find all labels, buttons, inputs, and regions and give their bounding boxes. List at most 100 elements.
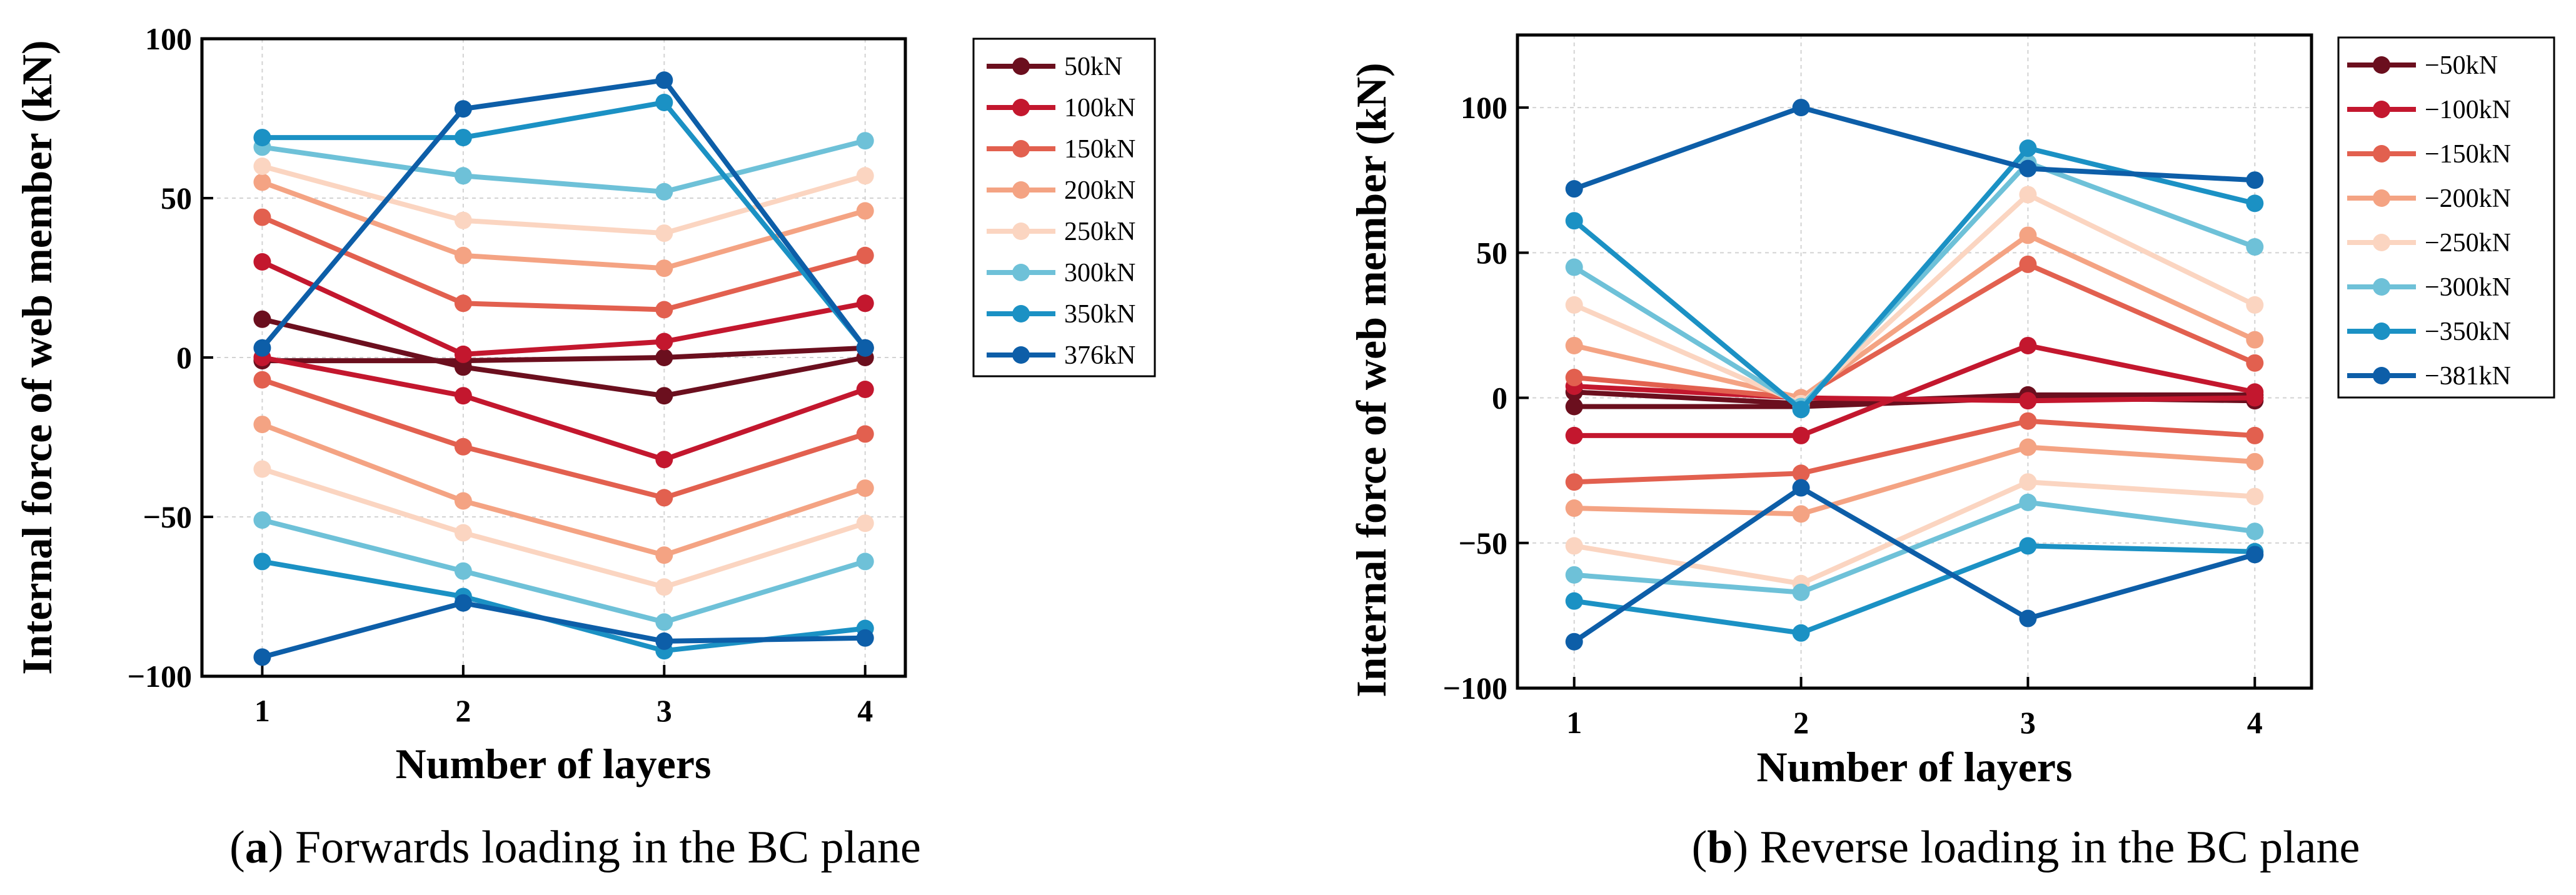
panel-b-data-point: [1565, 180, 1583, 198]
panel-b-legend-swatch-marker: [2373, 234, 2390, 251]
panel-a-legend-entry: 250kN: [987, 218, 1135, 246]
panel-b-series-11: [1565, 493, 2264, 601]
panel-b-legend-label: −100kN: [2425, 96, 2511, 124]
panel-a-data-point: [655, 387, 673, 405]
panel-b-legend-box: [2337, 36, 2555, 399]
panel-b-legend-label: −150kN: [2425, 140, 2511, 169]
panel-a-data-point: [655, 94, 673, 111]
panel-b-y-tick-label: 100: [1461, 90, 1507, 125]
panel-a-data-point: [655, 259, 673, 278]
panel-a-data-point: [253, 253, 271, 271]
panel-a-series-11: [253, 511, 874, 631]
panel-a-series-line: [261, 179, 866, 271]
panel-a-series-line: [261, 355, 867, 462]
panel-a-data-point: [856, 246, 874, 264]
panel-a-legend-box: [972, 38, 1156, 378]
panel-a-legend-entry: 350kN: [987, 300, 1135, 329]
panel-a-series-1: [253, 339, 874, 370]
panel-b-data-point: [2019, 412, 2037, 430]
panel-a-data-point: [655, 632, 673, 650]
panel-a-series-line: [260, 78, 867, 350]
panel-b-series-line: [1573, 232, 2256, 401]
panel-b-legend-entry: −50kN: [2347, 51, 2498, 80]
panel-a-data-point: [253, 552, 271, 571]
panel-a-legend-entry: 300kN: [987, 259, 1135, 288]
panel-a-series-10: [253, 132, 874, 201]
panel-b-series-line: [1574, 444, 2255, 517]
panel-a-data-point: [454, 562, 472, 580]
panel-a-legend-label: 376kN: [1064, 341, 1135, 370]
panel-b-data-point: [1565, 369, 1583, 387]
panel-b-data-point: [2019, 473, 2037, 491]
panel-a-data-point: [856, 294, 874, 312]
panel-a-data-point: [856, 479, 874, 498]
panel-b-series-line: [1574, 418, 2255, 485]
panel-a-series: [253, 71, 874, 666]
panel-a-data-point: [856, 132, 874, 150]
panel-a-legend-label: 100kN: [1064, 94, 1135, 122]
panel-a-data-point: [655, 613, 673, 631]
panel-a-data-point: [253, 129, 271, 147]
panel-a-legend-entry: 100kN: [987, 94, 1135, 122]
panel-a-legend-swatch-marker: [1012, 222, 1030, 240]
panel-a-data-point: [856, 202, 874, 220]
panel-b-legend-entry: −381kN: [2347, 362, 2511, 391]
panel-b-series-line: [1573, 192, 2257, 406]
panel-b-series-line: [1574, 543, 2255, 636]
panel-b-series-line: [1574, 383, 2255, 404]
panel-b-data-point: [2246, 426, 2264, 444]
panel-a-data-point: [454, 167, 472, 185]
panel-a-data-point: [454, 294, 472, 312]
panel-a-series-13: [253, 552, 874, 660]
panel-b-legend-label: −250kN: [2425, 229, 2511, 258]
panel-a-legend-label: 50kN: [1064, 52, 1122, 81]
panel-b-legend-entry: −200kN: [2347, 184, 2511, 213]
panel-b-x-tick-label: 3: [2020, 705, 2036, 740]
panel-a-data-point: [655, 349, 673, 366]
panel-b-legend-swatch-marker: [2373, 189, 2390, 207]
panel-b-data-point: [2246, 194, 2264, 212]
panel-a-data-point: [253, 208, 271, 226]
panel-a-y-tick-label: −50: [143, 499, 193, 534]
panel-a-caption-letter: a: [245, 822, 268, 873]
panel-a-data-point: [253, 416, 271, 434]
panel-a-data-point: [253, 511, 271, 529]
panel-b-data-point: [2246, 546, 2264, 564]
panel-b-series-6: [1565, 226, 2264, 407]
panel-a-series-14: [253, 71, 874, 357]
panel-b-series-line: [1574, 261, 2256, 401]
panel-b-legend-entry: −300kN: [2347, 273, 2511, 302]
panel-a-caption: (a) Forwards loading in the BC plane: [229, 822, 921, 873]
panel-a-data-point: [655, 224, 673, 242]
panel-b-data-point: [2019, 493, 2037, 511]
panel-a-legend-swatch-marker: [1012, 346, 1030, 364]
panel-b-series-2: [1565, 336, 2264, 444]
panel-b-x-axis-title: Number of layers: [1757, 743, 2073, 791]
panel-a-series-line: [262, 345, 865, 364]
panel-b-y-tick-label: 50: [1476, 235, 1507, 270]
panel-a-legend-label: 300kN: [1064, 259, 1135, 288]
panel-b-y-tick-label: −50: [1459, 526, 1508, 561]
panel-a-data-point: [454, 100, 472, 118]
panel-b-data-point: [2019, 226, 2037, 244]
panel-a-series-6: [253, 173, 874, 278]
panel-b-legend: −50kN −100kN −150kN −200kN −250kN −300kN −350k…: [2337, 36, 2555, 399]
panel-a-y-tick-label: 50: [161, 181, 192, 216]
panel-b-x-tick-label: 4: [2247, 705, 2263, 740]
panel-b-data-point: [1565, 426, 1583, 444]
panel-b-data-point: [1792, 583, 1810, 601]
panel-b-data-point: [2246, 238, 2264, 256]
panel-b-series-line: [1572, 485, 2256, 644]
panel-b-data-point: [2246, 171, 2264, 189]
panel-a-data-point: [655, 578, 673, 596]
panel-b-legend-swatch-marker: [2373, 101, 2390, 118]
panel-b-data-point: [2246, 389, 2264, 407]
panel-a-data-point: [253, 460, 271, 478]
panel-a-data-point: [856, 425, 874, 443]
panel-a-data-point: [253, 158, 271, 175]
panel-b-y-tick-label: −100: [1443, 671, 1508, 706]
panel-a-data-point: [253, 339, 271, 357]
panel-a-series-9: [253, 460, 874, 596]
panel-a-series-line: [261, 377, 866, 501]
panel-a-data-point: [454, 387, 472, 405]
